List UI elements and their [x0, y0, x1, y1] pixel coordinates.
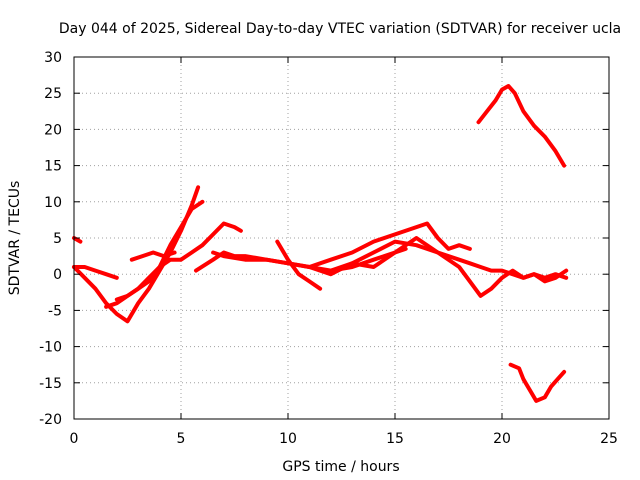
x-tick-label: 10 — [279, 431, 297, 447]
y-tick-label: 30 — [44, 50, 62, 66]
x-tick-label: 25 — [600, 431, 618, 447]
x-tick-label: 0 — [70, 431, 79, 447]
y-tick-label: 25 — [44, 86, 62, 102]
y-tick-label: 10 — [44, 195, 62, 211]
y-tick-label: 0 — [53, 267, 62, 283]
x-tick-label: 20 — [493, 431, 511, 447]
y-tick-label: 15 — [44, 159, 62, 175]
y-tick-label: -15 — [39, 376, 62, 392]
y-tick-label: 5 — [53, 231, 62, 247]
y-tick-label: -10 — [39, 340, 62, 356]
y-tick-label: -5 — [48, 303, 62, 319]
y-tick-label: -20 — [39, 412, 62, 428]
y-axis-label: SDTVAR / TECUs — [7, 181, 23, 296]
x-tick-label: 5 — [177, 431, 186, 447]
chart-background — [0, 0, 640, 480]
y-tick-label: 20 — [44, 122, 62, 138]
x-tick-label: 15 — [386, 431, 404, 447]
x-axis-label: GPS time / hours — [282, 459, 399, 475]
chart: 0 5 10 15 20 25 -20 -15 -10 -5 0 5 10 15 20 25 30 Day 04… — [0, 0, 640, 480]
chart-title: Day 044 of 2025, Sidereal Day-to-day VTE… — [59, 21, 621, 37]
